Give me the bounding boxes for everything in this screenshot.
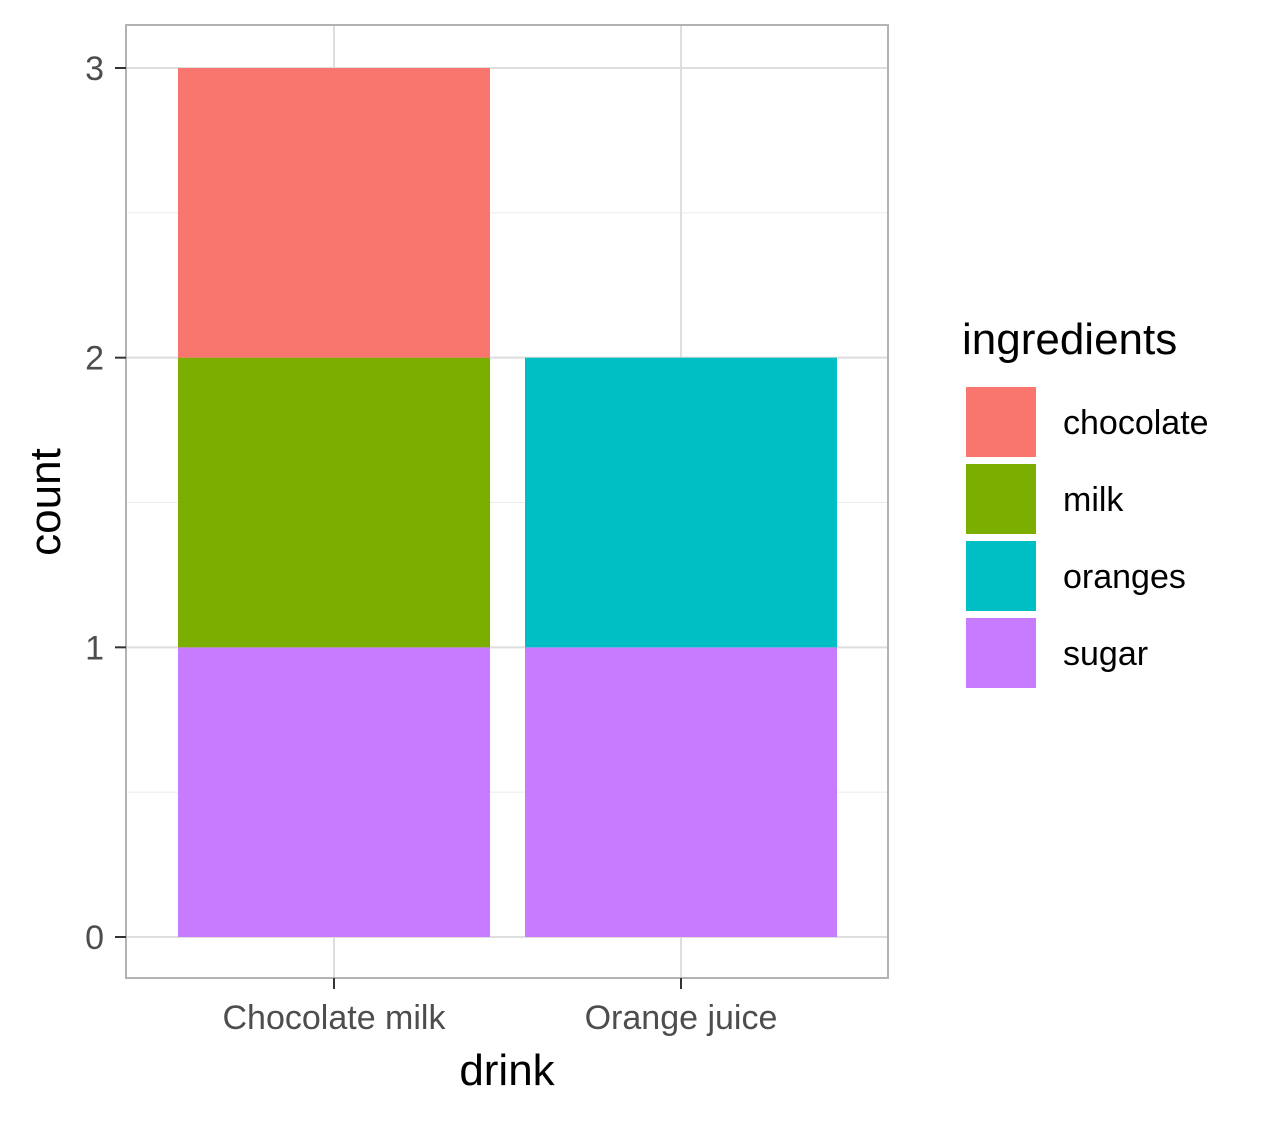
legend: ingredients chocolate milk oranges sugar <box>962 315 1209 688</box>
legend-key-milk <box>966 464 1036 534</box>
panel-border <box>125 24 889 979</box>
x-tick-label: Orange juice <box>585 999 778 1037</box>
legend-items: chocolate milk oranges sugar <box>966 387 1209 688</box>
legend-label-oranges: oranges <box>1063 558 1186 596</box>
legend-label-chocolate: chocolate <box>1063 404 1209 442</box>
y-tick-label: 1 <box>85 629 104 667</box>
y-axis-title: count <box>21 448 70 556</box>
legend-key-sugar <box>966 618 1036 688</box>
legend-key-oranges <box>966 541 1036 611</box>
legend-label-sugar: sugar <box>1063 635 1148 673</box>
bar-sugar-orange-juice <box>525 647 837 937</box>
legend-label-milk: milk <box>1063 481 1124 519</box>
bar-milk-chocolate-milk <box>178 357 490 648</box>
y-tick-label: 3 <box>85 50 104 88</box>
y-tick-label: 0 <box>85 919 104 957</box>
bar-chocolate-chocolate-milk <box>178 68 490 358</box>
x-tick-label: Chocolate milk <box>223 999 447 1037</box>
legend-title: ingredients <box>962 315 1177 364</box>
y-tick-label: 2 <box>85 340 104 378</box>
bars-layer <box>178 68 837 937</box>
axis-layer: 0 1 2 3 Chocolate milk Orange juice <box>85 50 777 1037</box>
bar-oranges-orange-juice <box>525 357 837 648</box>
legend-key-chocolate <box>966 387 1036 457</box>
bar-sugar-chocolate-milk <box>178 647 490 937</box>
x-axis-title: drink <box>459 1046 555 1095</box>
